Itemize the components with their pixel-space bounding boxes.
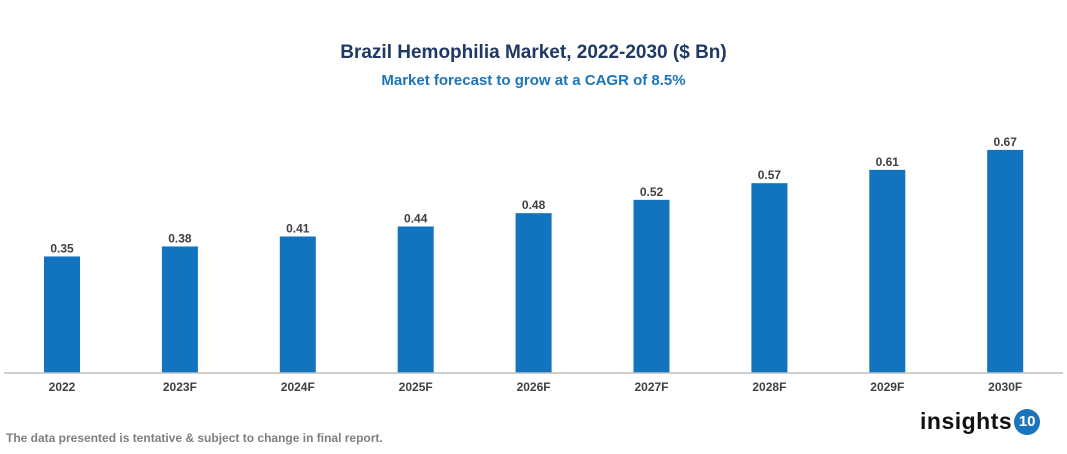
logo-text: insights [920,408,1013,434]
chart-title: Brazil Hemophilia Market, 2022-2030 ($ B… [340,42,727,63]
x-tick-label-2028F: 2028F [752,380,786,394]
bar-2023F [161,246,198,373]
x-tick-label-2029F: 2029F [870,380,904,394]
chart-subtitle: Market forecast to grow at a CAGR of 8.5… [381,72,686,89]
bar-2029F [869,169,906,373]
bar-2030F [987,149,1024,373]
data-label-2028F: 0.57 [758,168,782,182]
x-tick-label-2030F: 2030F [988,380,1022,394]
data-label-2022: 0.35 [50,241,74,255]
x-tick-label-2022: 2022 [49,380,76,394]
footnote: The data presented is tentative & subjec… [6,431,383,445]
logo-badge: 10 [1014,408,1041,435]
data-label-2024F: 0.41 [286,221,310,235]
x-tick-label-2023F: 2023F [163,380,197,394]
data-label-2025F: 0.44 [404,211,428,225]
bar-2025F [397,226,434,373]
x-tick-label-2024F: 2024F [281,380,315,394]
bar-2026F [515,213,552,373]
data-label-2026F: 0.48 [522,198,546,212]
bar-2024F [279,236,316,373]
data-label-2029F: 0.61 [876,155,900,169]
bar-2028F [751,183,788,373]
data-label-2027F: 0.52 [640,185,664,199]
bar-2022 [44,256,80,373]
bar-2027F [633,199,670,373]
insights10-logo: insights 10 [920,408,1041,435]
x-tick-label-2026F: 2026F [517,380,551,394]
data-label-2023F: 0.38 [168,231,192,245]
x-tick-label-2027F: 2027F [634,380,668,394]
data-label-2030F: 0.67 [994,135,1018,149]
x-tick-label-2025F: 2025F [399,380,433,394]
